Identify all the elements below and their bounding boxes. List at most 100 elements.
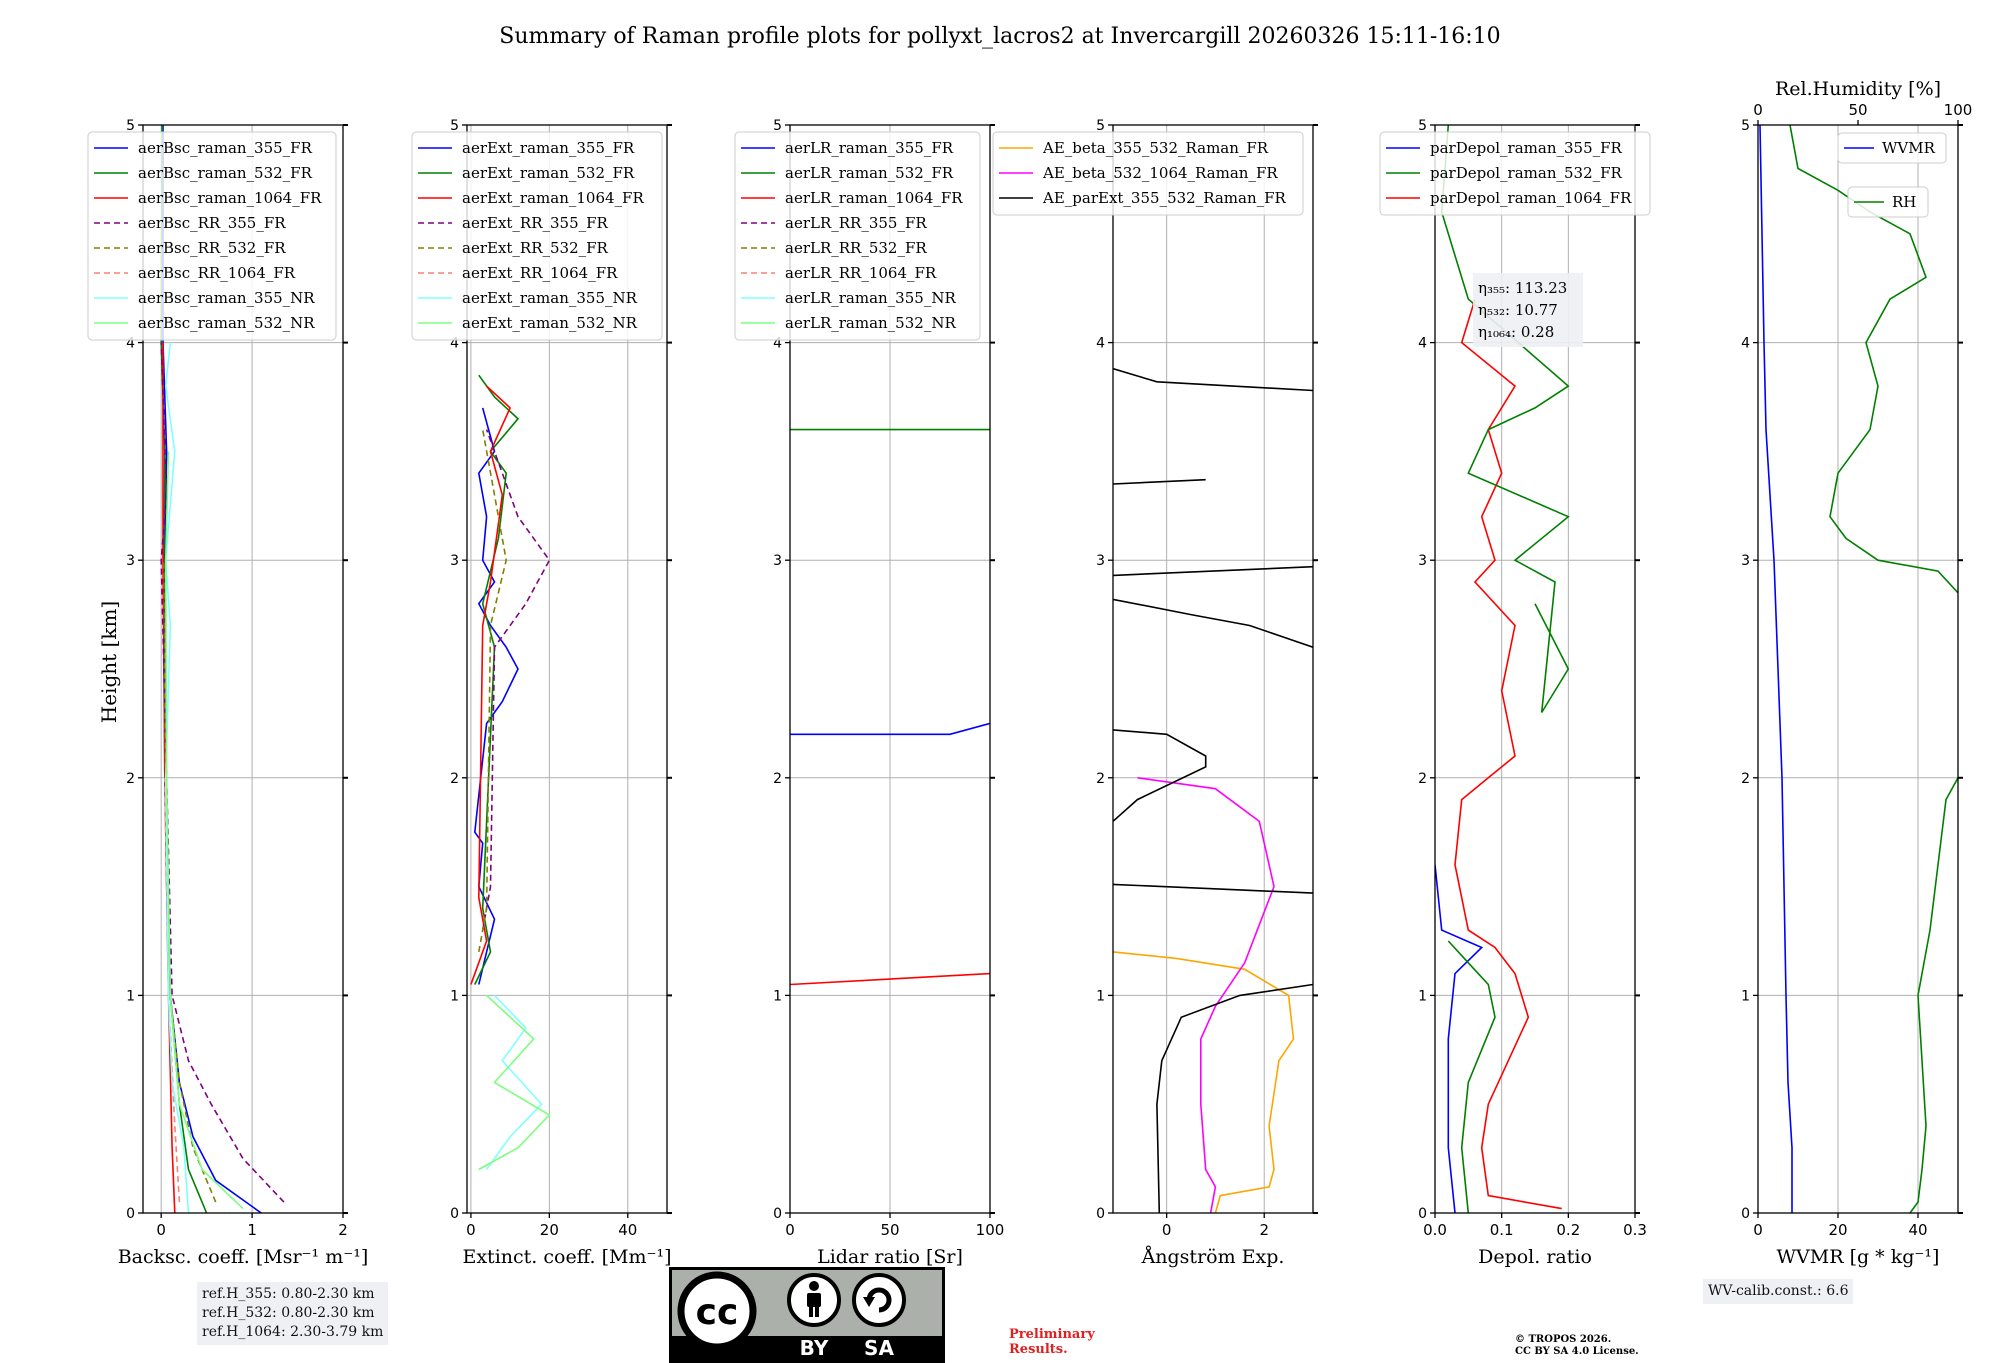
y-tick-label: 3	[126, 553, 135, 569]
axes-frame	[466, 124, 668, 1214]
legend-bsc: aerBsc_raman_355_FR aerBsc_raman_532_FRae…	[87, 131, 337, 341]
legend-RH: RH	[1847, 186, 1929, 218]
y-tick-label: 5	[1741, 118, 1750, 134]
legend-label: aerLR_RR_1064_FR	[785, 264, 937, 282]
legend-box	[992, 131, 1304, 216]
series-line-aerExt_raman_355_FR	[473, 407, 519, 985]
y-tick-label: 0	[773, 1206, 782, 1222]
series-group	[790, 428, 990, 986]
series-line-aerBsc_raman_532_NR	[164, 451, 244, 1210]
legend-label: aerLR_raman_532_FR	[785, 164, 954, 182]
series-line-AE_parExt_355_532_Raman_FR_d	[1113, 598, 1313, 648]
legend-label: parDepol_raman_532_FR	[1430, 164, 1623, 182]
series-line-aerBsc_RR_355_FR	[160, 342, 285, 1203]
series-line-AE_parExt_355_532_Raman_FR_b	[1113, 883, 1313, 894]
legend-label: aerBsc_raman_532_NR	[138, 314, 315, 332]
ref-height-355: ref.H_355: 0.80-2.30 km	[202, 1286, 375, 1302]
series-line-RH	[1909, 777, 1958, 1213]
depol-eta-box: η₃₅₅: 113.23 η₅₃₂: 10.77 η₁₀₆₄: 0.28	[1473, 273, 1583, 347]
y-tick-label: 5	[126, 118, 135, 134]
series-line-parDepol_raman_532_FR_upper	[1440, 125, 1570, 713]
legend-label: aerExt_RR_532_FR	[462, 239, 609, 257]
series-group	[160, 125, 285, 1213]
sa-share-icon	[852, 1273, 906, 1327]
reference-height-box: ref.H_355: 0.80-2.30 km ref.H_532: 0.80-…	[197, 1282, 389, 1345]
y-tick-label: 4	[450, 336, 459, 352]
x-tick-label: 0	[466, 1221, 476, 1239]
y-tick-label: 2	[773, 771, 782, 787]
y-tick-label: 1	[126, 988, 135, 1004]
legend-depol: parDepol_raman_355_FR parDepol_raman_532_…	[1379, 131, 1651, 216]
preliminary-note: Preliminary Results.	[1009, 1327, 1095, 1357]
x-tick-label: 2	[1259, 1221, 1269, 1239]
legend-label: aerLR_RR_355_FR	[785, 214, 927, 232]
y-tick-label: 2	[1741, 771, 1750, 787]
y-tick-label: 4	[126, 336, 135, 352]
y-tick-label: 1	[1418, 988, 1427, 1004]
y-tick-label: 2	[126, 771, 135, 787]
series-group	[1435, 125, 1570, 1213]
copyright-line-2: CC BY SA 4.0 License.	[1515, 1346, 1639, 1357]
legend-label: WVMR	[1882, 139, 1936, 157]
series-line-AE_parExt_355_532_Raman_FR_f	[1113, 478, 1206, 485]
x-tick-label: 0.3	[1623, 1221, 1647, 1239]
x-axis-label: Lidar ratio [Sr]	[817, 1246, 963, 1268]
y-tick-label: 1	[1096, 988, 1105, 1004]
x-tick-label: 1	[247, 1221, 257, 1239]
legend-label: parDepol_raman_355_FR	[1430, 139, 1623, 157]
legend-box	[734, 131, 981, 341]
x-axis-label: Ångström Exp.	[1141, 1246, 1285, 1268]
x-tick-label: 20	[1828, 1221, 1847, 1239]
legend-label: aerLR_raman_1064_FR	[785, 189, 963, 207]
axes-frame	[1434, 124, 1636, 1214]
x-tick-label: 0.1	[1490, 1221, 1514, 1239]
top-x-tick-label: 50	[1848, 101, 1867, 119]
y-tick-label: 4	[1741, 336, 1750, 352]
y-tick-label: 0	[450, 1206, 459, 1222]
series-line-aerExt_raman_355_NR	[485, 994, 543, 1170]
x-tick-label: 0	[1753, 1221, 1763, 1239]
eta-eta532_label: η₅₃₂: 10.77	[1478, 301, 1558, 319]
legend-label: aerBsc_raman_355_NR	[138, 289, 315, 307]
top-x-tick-label: 0	[1753, 101, 1763, 119]
y-tick-label: 0	[126, 1206, 135, 1222]
legend-ext: aerExt_raman_355_FR aerExt_raman_532_FRae…	[411, 131, 663, 341]
legend-label: aerLR_raman_355_FR	[785, 139, 954, 157]
x-axis-label: Extinct. coeff. [Mm⁻¹]	[462, 1246, 671, 1268]
series-line-aerExt_RR_532_FR	[478, 429, 508, 953]
cc-by-sa-badge: cc BY SA	[669, 1267, 945, 1363]
x-tick-label: 40	[1908, 1221, 1927, 1239]
y-tick-label: 3	[773, 553, 782, 569]
preliminary-line-2: Results.	[1009, 1342, 1068, 1357]
legend-box	[411, 131, 663, 341]
eta-eta355_label: η₃₅₅: 113.23	[1478, 279, 1567, 297]
wv-calibration-box: WV-calib.const.: 6.6	[1703, 1279, 1854, 1304]
copyright-line-1: © TROPOS 2026.	[1515, 1334, 1612, 1345]
series-line-AE_parExt_355_532_Raman_FR_g	[1113, 367, 1313, 392]
series-line-AE_parExt_355_532_Raman_FR	[1156, 983, 1313, 1213]
legend-label: aerBsc_RR_355_FR	[138, 214, 286, 232]
sa-label: SA	[864, 1336, 894, 1360]
top-x-tick-label: 100	[1944, 101, 1973, 119]
legend-box	[1379, 131, 1651, 216]
y-tick-label: 1	[450, 988, 459, 1004]
legend-label: aerBsc_raman_532_FR	[138, 164, 313, 182]
copyright-note: © TROPOS 2026. CC BY SA 4.0 License.	[1515, 1334, 1639, 1358]
legend-label: AE_beta_355_532_Raman_FR	[1042, 139, 1269, 157]
legend-label: aerBsc_RR_1064_FR	[138, 264, 296, 282]
preliminary-line-1: Preliminary	[1009, 1327, 1095, 1342]
legend-label: aerLR_raman_355_NR	[785, 289, 956, 307]
y-tick-label: 5	[450, 118, 459, 134]
x-tick-label: 0	[785, 1221, 795, 1239]
eta-eta1064_label: η₁₀₆₄: 0.28	[1478, 323, 1554, 341]
top-x-axis-label: Rel.Humidity [%]	[1775, 78, 1941, 100]
legend-label: aerExt_raman_355_FR	[462, 139, 635, 157]
legend-label: aerLR_raman_532_NR	[785, 314, 956, 332]
series-line-AE_beta_532_1064_Raman_FR	[1137, 777, 1275, 1213]
legend-WVMR: WVMR	[1837, 132, 1947, 164]
x-tick-label: 0.2	[1556, 1221, 1580, 1239]
legend-label: aerBsc_RR_532_FR	[138, 239, 286, 257]
y-tick-label: 0	[1096, 1206, 1105, 1222]
